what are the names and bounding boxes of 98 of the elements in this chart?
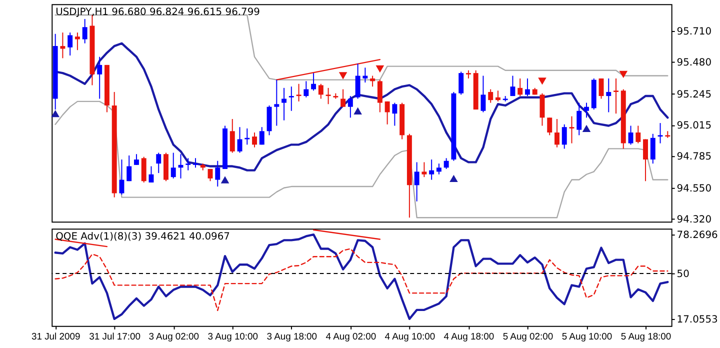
candlestick xyxy=(650,133,656,164)
x-tick-label: 3 Aug 02:00 xyxy=(148,330,200,342)
candlestick xyxy=(458,71,464,96)
candlestick xyxy=(377,79,382,113)
candlestick xyxy=(82,18,88,44)
candlestick xyxy=(569,116,574,144)
candlestick xyxy=(237,126,242,154)
candlestick xyxy=(193,158,198,168)
x-tick-label: 5 Aug 02:00 xyxy=(502,330,554,342)
y-tick-label: 17.0553 xyxy=(676,314,718,326)
candlestick xyxy=(230,118,235,154)
candlestick xyxy=(60,32,66,59)
candlestick xyxy=(362,67,368,84)
candlestick xyxy=(488,88,494,104)
y-tick-label: 94.550 xyxy=(676,183,712,194)
x-tick-label: 5 Aug 10:00 xyxy=(562,330,612,342)
y-tick-label: 50 xyxy=(676,268,690,280)
y-tick-label: 95.245 xyxy=(676,89,712,100)
x-tick-label: 4 Aug 18:00 xyxy=(444,330,494,342)
candlestick xyxy=(540,92,545,126)
candlestick xyxy=(614,78,618,114)
x-tick-label: 3 Aug 18:00 xyxy=(266,330,318,342)
candlestick xyxy=(348,96,353,118)
candlestick xyxy=(584,102,589,118)
candlestick xyxy=(326,87,331,105)
candlestick xyxy=(643,138,648,182)
candlestick xyxy=(429,159,434,180)
chart-title: QQE Adv(1)(8)(3) 39.4621 40.0967 xyxy=(56,232,230,243)
candlestick xyxy=(518,78,523,97)
candlestick xyxy=(311,72,316,92)
point xyxy=(619,70,628,78)
candlestick xyxy=(208,168,213,182)
candlestick xyxy=(259,126,264,146)
candlestick xyxy=(134,154,139,166)
candlestick xyxy=(392,102,398,126)
candlestick xyxy=(370,75,376,88)
candlestick xyxy=(274,79,280,126)
candlestick xyxy=(340,88,346,108)
line-series xyxy=(54,248,668,312)
candlestick xyxy=(304,80,309,98)
candlestick xyxy=(215,160,220,188)
line-series xyxy=(54,233,669,320)
y-tick-label: 94.785 xyxy=(676,152,712,163)
y-tick-label: 95.480 xyxy=(676,58,712,69)
point xyxy=(220,176,230,184)
candlestick xyxy=(126,154,132,182)
candlestick xyxy=(524,78,530,97)
candlestick xyxy=(156,152,162,174)
point xyxy=(338,72,348,80)
point xyxy=(354,107,362,114)
candlestick xyxy=(414,162,420,202)
candlestick xyxy=(252,132,257,148)
candlestick xyxy=(576,102,582,136)
x-tick-label: 4 Aug 10:00 xyxy=(384,330,436,342)
candlestick xyxy=(296,83,302,102)
x-tick-label: 31 Jul 2009 xyxy=(31,330,80,342)
candlestick xyxy=(68,32,73,56)
candlestick xyxy=(554,118,560,148)
candlestick xyxy=(422,162,427,178)
point xyxy=(51,110,60,118)
candlestick xyxy=(384,100,390,125)
candlestick xyxy=(318,83,324,100)
candlestick xyxy=(141,156,146,183)
candlestick xyxy=(598,78,604,100)
point xyxy=(582,124,591,132)
x-tick-label: 31 Jul 17:00 xyxy=(89,330,141,342)
candlestick xyxy=(74,32,80,51)
candlestick xyxy=(510,75,516,97)
candlestick xyxy=(628,125,634,146)
candlestick xyxy=(119,159,124,196)
candlestick xyxy=(658,122,663,144)
candlestick xyxy=(480,75,486,113)
candlestick xyxy=(495,90,500,102)
candlestick xyxy=(244,128,250,146)
candlestick xyxy=(606,78,612,113)
chart-title: USDJPY,H1 96.680 96.824 96.615 96.799 xyxy=(56,7,260,18)
candlestick xyxy=(97,56,102,100)
candlestick xyxy=(288,86,294,112)
candlestick xyxy=(282,87,287,121)
candlestick xyxy=(444,158,449,170)
x-tick-label: 3 Aug 10:00 xyxy=(208,330,258,342)
line-series xyxy=(54,100,668,218)
candlestick xyxy=(186,158,191,171)
candlestick xyxy=(170,152,176,179)
candlestick xyxy=(355,63,360,100)
y-tick-label: 95.710 xyxy=(676,26,712,38)
candlestick xyxy=(636,125,641,144)
point xyxy=(538,78,546,85)
point xyxy=(376,65,384,73)
candlestick xyxy=(436,163,442,175)
candlestick xyxy=(547,117,552,136)
y-tick-label: 94.320 xyxy=(676,214,712,226)
x-tick-label: 5 Aug 18:00 xyxy=(620,330,672,342)
y-tick-label: 95.015 xyxy=(676,120,712,132)
candlestick xyxy=(562,124,567,150)
y-tick-label: 78.2696 xyxy=(676,230,718,241)
point xyxy=(450,174,458,182)
x-tick-label: 4 Aug 02:00 xyxy=(326,330,376,342)
